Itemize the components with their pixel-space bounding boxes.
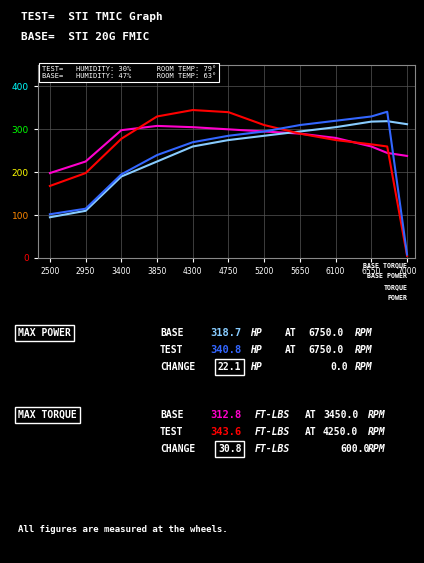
Text: BASE TORQUE: BASE TORQUE (363, 262, 407, 268)
Text: TEST: TEST (160, 427, 184, 437)
Text: RPM: RPM (355, 328, 373, 338)
Text: AT: AT (305, 427, 317, 437)
Text: 343.6: 343.6 (210, 427, 241, 437)
Text: BASE: BASE (160, 328, 184, 338)
Text: 6750.0: 6750.0 (308, 328, 343, 338)
Text: MAX POWER: MAX POWER (18, 328, 71, 338)
Text: AT: AT (285, 328, 297, 338)
Text: RPM: RPM (355, 362, 373, 372)
Text: HP: HP (250, 345, 262, 355)
Text: TEST: TEST (160, 345, 184, 355)
Text: 318.7: 318.7 (210, 328, 241, 338)
Text: HP: HP (250, 328, 262, 338)
Text: TORQUE: TORQUE (383, 284, 407, 290)
Text: RPM: RPM (368, 444, 385, 454)
Text: RPM: RPM (368, 410, 385, 420)
Text: 30.8: 30.8 (218, 444, 242, 454)
Text: 312.8: 312.8 (210, 410, 241, 420)
Text: AT: AT (285, 345, 297, 355)
Text: FT-LBS: FT-LBS (255, 427, 290, 437)
Text: All figures are measured at the wheels.: All figures are measured at the wheels. (18, 525, 228, 534)
Text: CHANGE: CHANGE (160, 362, 195, 372)
Text: 6750.0: 6750.0 (308, 345, 343, 355)
Text: 600.0: 600.0 (340, 444, 369, 454)
Text: FT-LBS: FT-LBS (255, 410, 290, 420)
Text: TEST=  STI TMIC Graph: TEST= STI TMIC Graph (21, 12, 163, 22)
Text: 22.1: 22.1 (218, 362, 242, 372)
Text: AT: AT (305, 410, 317, 420)
Text: 0.0: 0.0 (330, 362, 348, 372)
Text: MAX TORQUE: MAX TORQUE (18, 410, 77, 420)
Text: TEST=   HUMIDITY: 30%      ROOM TEMP: 79°
BASE=   HUMIDITY: 47%      ROOM TEMP: : TEST= HUMIDITY: 30% ROOM TEMP: 79° BASE=… (42, 66, 216, 79)
Text: POWER: POWER (388, 295, 407, 301)
Text: 4250.0: 4250.0 (323, 427, 358, 437)
Text: FT-LBS: FT-LBS (255, 444, 290, 454)
Text: BASE=  STI 20G FMIC: BASE= STI 20G FMIC (21, 32, 149, 42)
Text: BASE POWER: BASE POWER (368, 273, 407, 279)
Text: 340.8: 340.8 (210, 345, 241, 355)
Text: RPM: RPM (368, 427, 385, 437)
Text: BASE: BASE (160, 410, 184, 420)
Text: CHANGE: CHANGE (160, 444, 195, 454)
Text: HP: HP (250, 362, 262, 372)
Text: 3450.0: 3450.0 (323, 410, 358, 420)
Text: RPM: RPM (355, 345, 373, 355)
